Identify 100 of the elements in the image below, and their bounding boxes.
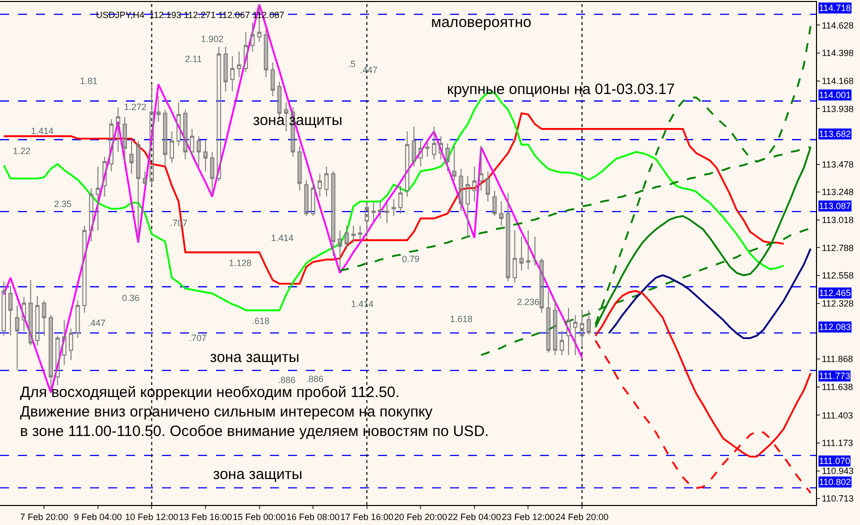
y-tick-label: 110.943: [822, 466, 854, 476]
candlestick: [8, 286, 13, 336]
candlestick: [472, 166, 477, 202]
candlestick: [540, 258, 544, 314]
candlestick: [452, 145, 456, 182]
candlestick: [486, 170, 490, 202]
candlestick: [371, 201, 376, 222]
candlestick: [109, 118, 114, 172]
x-tick-label: 9 Feb 04:00: [74, 512, 122, 522]
candlestick: [526, 230, 530, 270]
x-tick-label: 23 Feb 12:00: [502, 512, 555, 522]
ref-line-label: 110.802: [819, 477, 851, 487]
candlestick: [236, 51, 242, 78]
candlestick: [344, 225, 349, 250]
y-tick-label: 111.173: [822, 438, 854, 448]
candlestick: [384, 202, 390, 224]
ref-line-label: 112.083: [819, 322, 851, 332]
y-tick-label: 114.628: [822, 20, 854, 30]
candlestick: [216, 46, 222, 182]
candlestick: [412, 126, 416, 167]
annotation: 2.236: [517, 297, 540, 307]
candlestick: [48, 314, 53, 391]
candlestick: [170, 130, 174, 164]
candlestick: [297, 145, 302, 192]
annotation: крупные опционы на 01-03.03.17: [447, 81, 675, 98]
candlestick: [445, 142, 450, 172]
candlestick: [210, 151, 214, 195]
candlestick: [506, 192, 510, 282]
candlestick: [318, 173, 322, 198]
x-tick-label: 22 Feb 04:00: [448, 512, 501, 522]
line-series: [608, 248, 812, 340]
y-tick-label: 113.478: [822, 159, 854, 170]
candlestick: [310, 180, 316, 217]
annotation: 1.128: [229, 258, 252, 268]
candlestick: [351, 225, 356, 244]
candlestick: [552, 300, 558, 356]
candlestick: [358, 225, 362, 242]
candlestick: [42, 300, 46, 336]
candlestick: [156, 96, 161, 122]
annotation: .707: [189, 333, 207, 343]
annotation: зона защиты: [210, 349, 300, 366]
candlestick: [250, 22, 255, 52]
candlestick: [364, 201, 369, 238]
ref-line-label: 114.001: [819, 90, 851, 100]
candlestick: [338, 230, 342, 271]
candlestick: [546, 290, 551, 354]
y-tick-label: 111.403: [822, 410, 854, 420]
candlestick: [129, 140, 134, 174]
candlestick: [566, 307, 571, 356]
candlestick: [580, 310, 584, 346]
candlestick: [532, 236, 538, 266]
candlestick: [82, 225, 87, 314]
candlestick: [573, 314, 578, 356]
candlestick: [244, 32, 248, 73]
candlestick: [35, 295, 40, 346]
candlestick: [270, 62, 275, 97]
y-tick-label: 112.788: [822, 242, 854, 253]
candlestick: [96, 166, 100, 232]
candlestick: [479, 145, 484, 192]
annotation: 0.36: [122, 293, 140, 303]
candlestick: [15, 304, 20, 370]
y-tick-label: 114.398: [822, 48, 854, 58]
candlestick: [224, 46, 228, 92]
x-tick-label: 15 Feb 00:00: [232, 512, 286, 522]
annotation: 1.272: [124, 102, 147, 112]
candlestick: [519, 236, 524, 271]
annotation: .5: [348, 59, 356, 69]
candlestick: [28, 280, 33, 346]
candlestick: [492, 190, 497, 217]
candlestick: [203, 140, 208, 172]
candlestick: [398, 185, 403, 214]
candlestick: [418, 140, 423, 167]
annotation: 1.81: [80, 76, 98, 86]
annotation: 2.11: [185, 54, 202, 64]
candlestick: [438, 136, 443, 160]
y-tick-label: 114.168: [822, 76, 854, 86]
candlestick: [586, 310, 591, 336]
candlestick: [331, 170, 336, 256]
ref-line-label: 112.465: [819, 288, 851, 298]
y-tick-label: 112.558: [822, 270, 854, 281]
x-tick-label: 16 Feb 08:00: [286, 512, 340, 522]
candlestick: [176, 102, 181, 146]
candlestick: [458, 168, 464, 212]
candlestick: [22, 296, 26, 332]
x-tick-label: 10 Feb 12:00: [125, 512, 178, 522]
candlestick: [55, 335, 60, 386]
candlestick: [560, 330, 564, 356]
candlestick: [499, 201, 504, 226]
candlestick: [142, 170, 148, 186]
annotation: 1.414: [271, 233, 294, 243]
annotation: 2.35: [54, 199, 72, 209]
candlestick: [136, 140, 140, 242]
candlestick: [68, 328, 74, 360]
candlestick: [284, 102, 288, 132]
x-tick-label: 17 Feb 16:00: [340, 512, 394, 522]
candlestick: [405, 130, 410, 198]
candlestick: [392, 198, 396, 217]
annotation: маловероятно: [431, 14, 532, 31]
y-tick-label: 113.018: [822, 215, 854, 226]
annotation: .447: [360, 65, 378, 75]
